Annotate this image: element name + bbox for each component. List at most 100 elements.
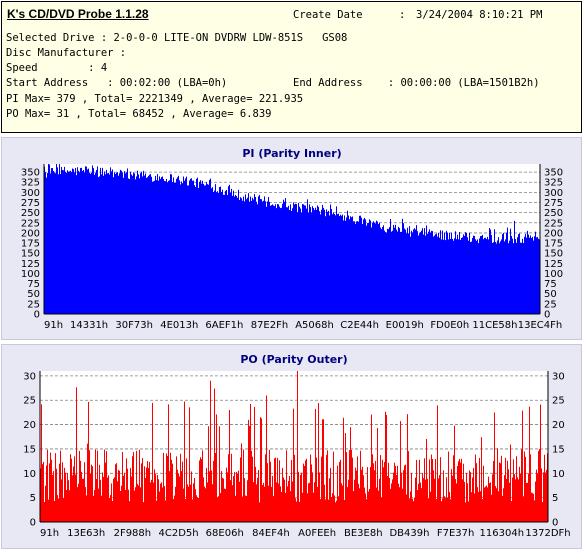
y-tick-label-left: 150 — [21, 249, 40, 260]
y-tick-label-right: 10 — [552, 469, 565, 480]
pi-bar — [310, 207, 311, 314]
pi-bar — [423, 234, 424, 314]
po-bar — [244, 478, 245, 522]
po-bar — [106, 451, 107, 522]
pi-bar — [321, 209, 322, 314]
pi-bar — [446, 230, 447, 314]
pi-bar — [475, 239, 476, 314]
po-bar — [128, 489, 129, 522]
pi-bar — [432, 231, 433, 314]
pi-bar — [88, 168, 89, 314]
pi-bar — [296, 204, 297, 314]
po-bar — [146, 467, 147, 522]
po-bar — [524, 451, 525, 522]
pi-bar — [508, 243, 509, 314]
pi-bar — [95, 172, 96, 314]
po-bar — [74, 456, 75, 522]
pi-bar — [81, 167, 82, 314]
pi-chart-panel: PI (Parity Inner) 0 0 25 25 50 50 75 75 100 100 125… — [1, 137, 582, 340]
pi-bar — [257, 204, 258, 314]
pi-bar — [185, 178, 186, 314]
pi-bar — [73, 169, 74, 314]
pi-bar — [482, 234, 483, 314]
po-bar — [401, 472, 402, 522]
po-bar — [328, 499, 329, 522]
pi-bar — [60, 173, 61, 314]
po-bar — [276, 482, 277, 522]
po-bar — [285, 492, 286, 522]
pi-bar — [333, 212, 334, 314]
po-summary: PO Max= 31 , Total= 68452 , Average= 6.8… — [6, 108, 272, 120]
pi-bar — [62, 169, 63, 314]
x-tick-label: 2F988h — [114, 528, 152, 539]
po-bar — [100, 479, 101, 522]
pi-bar — [167, 182, 168, 314]
pi-bar — [217, 191, 218, 314]
po-bar — [174, 495, 175, 522]
pi-bar — [525, 233, 526, 314]
po-bar — [408, 451, 409, 522]
po-bar — [224, 488, 225, 522]
pi-bar — [155, 175, 156, 314]
y-tick-label-left: 75 — [27, 279, 40, 290]
pi-bar — [478, 243, 479, 314]
po-bar — [65, 472, 66, 522]
po-bar — [312, 472, 313, 522]
x-tick-label: 4E013h — [160, 320, 198, 331]
po-bar — [326, 454, 327, 522]
po-bar — [105, 462, 106, 522]
po-bar — [315, 408, 316, 522]
pi-bar — [247, 197, 248, 314]
pi-bar — [398, 226, 399, 314]
po-bar — [439, 475, 440, 522]
pi-bar — [285, 198, 286, 314]
pi-bar — [135, 179, 136, 314]
pi-bar — [452, 238, 453, 314]
po-bar — [429, 459, 430, 522]
po-bar — [505, 457, 506, 522]
pi-bar — [403, 223, 404, 314]
pi-bar — [483, 239, 484, 314]
pi-bar — [282, 203, 283, 314]
po-bar — [300, 474, 301, 522]
po-bar — [467, 483, 468, 522]
po-bar — [474, 493, 475, 522]
po-bar — [86, 495, 87, 522]
po-bar — [71, 458, 72, 522]
y-tick-label-left: 20 — [23, 420, 36, 431]
po-bar — [463, 463, 464, 522]
pi-bar — [307, 199, 308, 314]
po-bar — [150, 482, 151, 522]
po-bar — [542, 502, 543, 522]
pi-bar — [276, 208, 277, 314]
po-bar — [458, 461, 459, 522]
pi-bar — [384, 230, 385, 314]
pi-bar — [479, 238, 480, 314]
po-bar — [231, 453, 232, 522]
po-bar — [365, 493, 366, 522]
pi-bar — [377, 221, 378, 314]
po-bar — [182, 461, 183, 522]
po-bar — [160, 483, 161, 522]
po-bar — [410, 491, 411, 522]
po-bar — [531, 492, 532, 522]
pi-bar — [408, 233, 409, 314]
pi-bar — [69, 171, 70, 314]
po-bar — [434, 478, 435, 522]
po-bar — [509, 482, 510, 522]
y-tick-label-left: 100 — [21, 269, 40, 280]
po-bar — [306, 458, 307, 522]
po-bar — [374, 470, 375, 522]
pi-bar — [523, 243, 524, 314]
po-bar — [534, 500, 535, 522]
pi-bar — [431, 230, 432, 314]
pi-bar — [409, 226, 410, 314]
po-bar — [521, 449, 522, 522]
po-bar — [299, 501, 300, 522]
po-bar — [385, 411, 386, 522]
po-bar — [185, 499, 186, 522]
pi-bar — [386, 232, 387, 314]
y-tick-label-left: 25 — [23, 396, 36, 407]
po-bar — [346, 452, 347, 522]
po-bar — [145, 478, 146, 522]
